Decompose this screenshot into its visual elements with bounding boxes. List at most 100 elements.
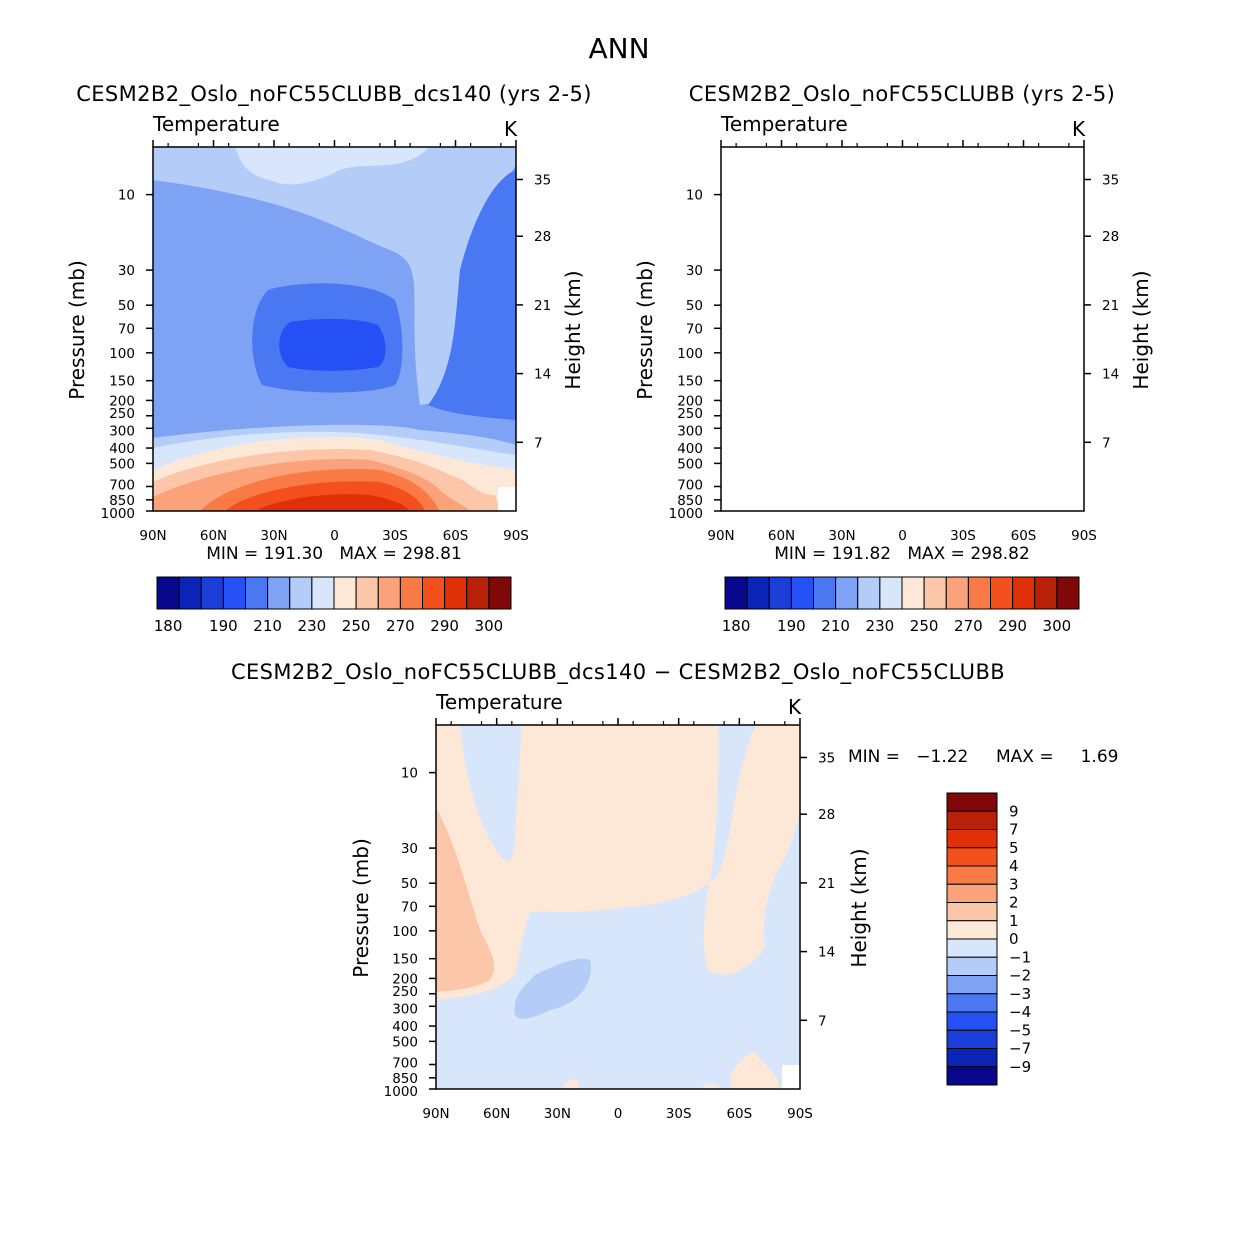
- height-tick-label: 21: [818, 876, 835, 892]
- panel-1-ylabel: Pressure (mb): [65, 260, 89, 400]
- colorbar-label: 180: [154, 617, 183, 635]
- contour-fill: [721, 147, 1084, 511]
- colorbar-swatch: [200, 576, 224, 610]
- colorbar-label: 4: [1009, 857, 1019, 875]
- colorbar-label: −2: [1009, 967, 1031, 985]
- x-tick-label: 90S: [503, 528, 529, 544]
- colorbar-label: 300: [1043, 617, 1072, 635]
- colorbar-label: 9: [1009, 802, 1019, 820]
- panel-2: CESM2B2_Oslo_noFC55CLUBB (yrs 2-5) Tempe…: [633, 82, 1153, 635]
- x-tick-label: 60N: [768, 528, 795, 544]
- panel-1-colorbar: 180 190 210 230 250 270 290 300: [154, 576, 512, 635]
- y-tick-label: 700: [392, 1055, 418, 1071]
- contour-fill: [721, 432, 1084, 511]
- colorbar-swatch: [946, 865, 998, 885]
- colorbar-swatch: [444, 576, 468, 610]
- y-tick-label: 50: [401, 876, 418, 892]
- contour-fill: [153, 147, 516, 405]
- y-tick-label: 850: [677, 493, 703, 509]
- colorbar-swatch: [835, 576, 859, 610]
- contour-fill: [721, 147, 1084, 405]
- colorbar-swatch: [946, 920, 998, 940]
- colorbar-swatch: [746, 576, 770, 610]
- contour-fill: [793, 481, 993, 511]
- colorbar-swatch: [245, 576, 269, 610]
- y-tick-label: 70: [686, 321, 703, 337]
- panel-2-axes: 90N 60N 30N 0 30S 60S 90S103050701001502002503…: [669, 140, 1119, 544]
- y-tick-label: 10: [401, 766, 418, 782]
- contour-fill: [996, 170, 1084, 420]
- contour-fill: [700, 1083, 722, 1089]
- colorbar-swatch: [222, 576, 246, 610]
- y-tick-label: 250: [677, 406, 703, 422]
- panel-1-contours: [153, 147, 516, 511]
- colorbar-swatch: [289, 576, 313, 610]
- colorbar-label: 3: [1009, 875, 1019, 893]
- colorbar-swatch: [813, 576, 837, 610]
- contour-fill: [235, 147, 430, 185]
- colorbar-swatch: [946, 938, 998, 958]
- colorbar-label: 190: [209, 617, 238, 635]
- height-tick-label: 28: [1102, 229, 1119, 245]
- colorbar-swatch: [333, 576, 357, 610]
- plot-frame: [720, 146, 1085, 512]
- x-tick-label: 0: [614, 1106, 623, 1122]
- panel-3-stats-max: MAX = 1.69: [996, 747, 1118, 767]
- height-tick-label: 14: [534, 367, 551, 383]
- y-tick-label: 400: [677, 441, 703, 457]
- colorbar-label: 5: [1009, 839, 1019, 857]
- x-tick-label: 60S: [1011, 528, 1037, 544]
- contour-fill: [823, 494, 978, 511]
- panel-2-title: CESM2B2_Oslo_noFC55CLUBB (yrs 2-5): [689, 82, 1115, 107]
- panel-3-variable: Temperature: [435, 690, 563, 714]
- contour-fill: [428, 170, 516, 420]
- colorbar-swatch: [946, 993, 998, 1013]
- colorbar-label: 210: [821, 617, 850, 635]
- colorbar-label: 250: [342, 617, 371, 635]
- y-tick-label: 400: [109, 441, 135, 457]
- contour-fill: [721, 437, 1084, 511]
- y-tick-label: 30: [401, 841, 418, 857]
- panel-1-title: CESM2B2_Oslo_noFC55CLUBB_dcs140 (yrs 2-5…: [76, 82, 592, 107]
- colorbar-swatch: [946, 829, 998, 849]
- colorbar-swatch: [946, 1066, 998, 1086]
- panel-2-ylabel: Pressure (mb): [633, 260, 657, 400]
- x-tick-label: 90N: [422, 1106, 449, 1122]
- y-tick-label: 30: [118, 263, 135, 279]
- panel-2-variable: Temperature: [720, 112, 848, 136]
- contour-fill: [782, 1065, 800, 1089]
- y-tick-label: 250: [392, 984, 418, 1000]
- colorbar-label: −3: [1009, 985, 1031, 1003]
- height-tick-label: 21: [534, 298, 551, 314]
- x-tick-label: 90N: [139, 528, 166, 544]
- colorbar-swatch: [990, 576, 1014, 610]
- y-tick-label: 70: [401, 899, 418, 915]
- colorbar-swatch: [178, 576, 202, 610]
- y-tick-label: 1000: [101, 506, 135, 522]
- colorbar-swatch: [946, 847, 998, 867]
- y-tick-label: 200: [677, 393, 703, 409]
- y-tick-label: 850: [109, 493, 135, 509]
- panel-3-title: CESM2B2_Oslo_noFC55CLUBB_dcs140 − CESM2B…: [231, 660, 1005, 685]
- colorbar-swatch: [422, 576, 446, 610]
- colorbar-swatch: [946, 810, 998, 830]
- panel-1: CESM2B2_Oslo_noFC55CLUBB_dcs140 (yrs 2-5…: [65, 82, 592, 635]
- contour-fill: [279, 318, 386, 371]
- contour-fill: [514, 958, 591, 1019]
- colorbar-label: 210: [253, 617, 282, 635]
- colorbar-label: 180: [722, 617, 751, 635]
- panel-2-colorbar: 180 190 210 230 250 270 290 300: [722, 576, 1080, 635]
- x-tick-label: 90S: [787, 1106, 813, 1122]
- colorbar-swatch: [967, 576, 991, 610]
- height-tick-label: 21: [1102, 298, 1119, 314]
- x-tick-label: 30S: [950, 528, 976, 544]
- colorbar-swatch: [946, 792, 998, 812]
- colorbar-swatch: [399, 576, 423, 610]
- colorbar-label: 7: [1009, 821, 1019, 839]
- x-tick-label: 30S: [382, 528, 408, 544]
- colorbar-label: 230: [298, 617, 327, 635]
- x-tick-label: 60S: [726, 1106, 752, 1122]
- y-tick-label: 150: [109, 374, 135, 390]
- contour-fill: [498, 487, 516, 511]
- y-tick-label: 150: [392, 952, 418, 968]
